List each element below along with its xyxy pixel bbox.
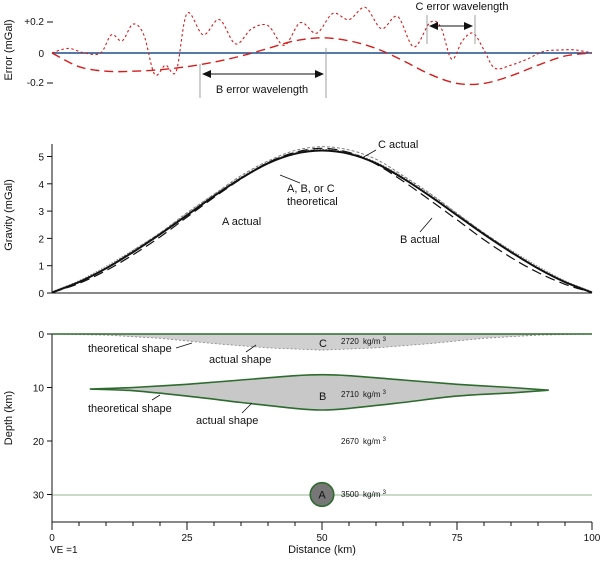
error-ylabel: Error (mGal) xyxy=(3,19,15,80)
depth-ytick-label-0: 0 xyxy=(38,330,44,341)
gravity-ytick-label-4: 4 xyxy=(38,180,44,191)
xtick-label-1: 25 xyxy=(181,533,193,544)
c-wavelength-label: C error wavelength xyxy=(416,1,509,13)
body-b-density: 2710 kg/m 3 xyxy=(341,390,387,399)
error-ytick-zero: 0 xyxy=(38,49,44,60)
depth-panel: Depth (km) 0 10 20 30 0 25 50 75 100 C 2720 kg/… xyxy=(3,330,600,556)
c-wavelength-arrowhead-left xyxy=(429,22,438,30)
b-wavelength-arrowhead-left xyxy=(202,70,211,78)
body-c-id: C xyxy=(319,338,327,350)
c-actual-label: C actual xyxy=(378,139,418,151)
theoretical-label-2: theoretical xyxy=(287,196,338,208)
body-c-density-unit: kg/m xyxy=(363,337,381,346)
theoretical-leader xyxy=(279,174,301,184)
depth-ytick-label-3: 30 xyxy=(33,491,45,502)
body-c-density: 2720 kg/m 3 xyxy=(341,337,387,346)
actual-shape-b-leader xyxy=(241,402,253,414)
background-density: 2670 kg/m 3 xyxy=(341,437,387,446)
theoretical-shape-c-label: theoretical shape xyxy=(88,343,172,355)
depth-ytick-label-1: 10 xyxy=(33,384,45,395)
theoretical-label-1: A, B, or C xyxy=(287,183,335,195)
a-actual-label: A actual xyxy=(222,216,261,228)
error-panel: Error (mGal) +0.2 0 -0.2 C error wavelen… xyxy=(3,1,593,98)
gravity-b-actual-line xyxy=(51,147,593,294)
body-b-shape xyxy=(89,373,549,411)
gravity-yticks: 0 1 2 3 4 5 xyxy=(38,153,52,300)
body-b-density-exp: 3 xyxy=(383,390,387,396)
gravity-ytick-label-5: 5 xyxy=(38,153,44,164)
body-b-density-unit: kg/m xyxy=(363,390,381,399)
xtick-label-2: 50 xyxy=(316,533,328,544)
actual-shape-c-leader xyxy=(245,344,257,353)
error-ytick-pos: +0.2 xyxy=(24,17,44,28)
body-a-density-exp: 3 xyxy=(383,490,387,496)
b-actual-leader xyxy=(419,217,433,233)
body-a-density-value: 3500 xyxy=(341,490,359,499)
gravity-ytick-label-0: 0 xyxy=(38,289,44,300)
gravity-ytick-label-2: 2 xyxy=(38,234,44,245)
xtick-label-3: 75 xyxy=(451,533,463,544)
body-a-id: A xyxy=(318,490,326,502)
b-wavelength-label: B error wavelength xyxy=(216,84,308,96)
gravity-ytick-label-1: 1 xyxy=(38,262,44,273)
body-a-shape xyxy=(309,481,335,508)
error-b-line xyxy=(51,37,593,86)
theoretical-shape-b-label: theoretical shape xyxy=(88,403,172,415)
gravity-ylabel: Gravity (mGal) xyxy=(3,179,15,251)
ve-label: VE =1 xyxy=(50,545,78,556)
c-actual-leader xyxy=(361,149,377,159)
depth-ytick-label-2: 20 xyxy=(33,437,45,448)
background-density-unit: kg/m xyxy=(363,437,381,446)
depth-yticks: 0 10 20 30 xyxy=(33,330,52,502)
background-density-value: 2670 xyxy=(341,437,359,446)
xtick-label-4: 100 xyxy=(584,533,600,544)
xlabel: Distance (km) xyxy=(288,544,356,556)
background-density-exp: 3 xyxy=(383,437,387,443)
actual-shape-c-label: actual shape xyxy=(209,354,271,366)
body-b-density-value: 2710 xyxy=(341,390,359,399)
gravity-panel: Gravity (mGal) 0 1 2 3 4 5 C actual A, B, or … xyxy=(3,139,593,300)
gravity-ytick-label-3: 3 xyxy=(38,207,44,218)
body-a-density-unit: kg/m xyxy=(363,490,381,499)
body-b-id: B xyxy=(319,391,326,403)
gravity-c-actual-line xyxy=(51,146,593,293)
xtick-label-0: 0 xyxy=(49,533,55,544)
body-c-density-value: 2720 xyxy=(341,337,359,346)
c-wavelength-arrowhead-right xyxy=(464,22,473,30)
theoretical-shape-b-leader xyxy=(151,394,161,401)
distance-xticks: 0 25 50 75 100 xyxy=(49,522,600,544)
b-actual-label: B actual xyxy=(400,234,440,246)
gravity-a-actual-line xyxy=(51,148,593,293)
theoretical-shape-c-leader xyxy=(175,342,193,349)
body-c-density-exp: 3 xyxy=(383,337,387,343)
b-wavelength-arrowhead-right xyxy=(315,70,324,78)
error-ytick-neg: -0.2 xyxy=(27,78,45,89)
actual-shape-b-label: actual shape xyxy=(196,415,258,427)
depth-ylabel: Depth (km) xyxy=(3,391,15,445)
body-a-density: 3500 kg/m 3 xyxy=(341,490,387,499)
error-c-line xyxy=(51,6,593,76)
gravity-theoretical-line xyxy=(51,149,593,294)
